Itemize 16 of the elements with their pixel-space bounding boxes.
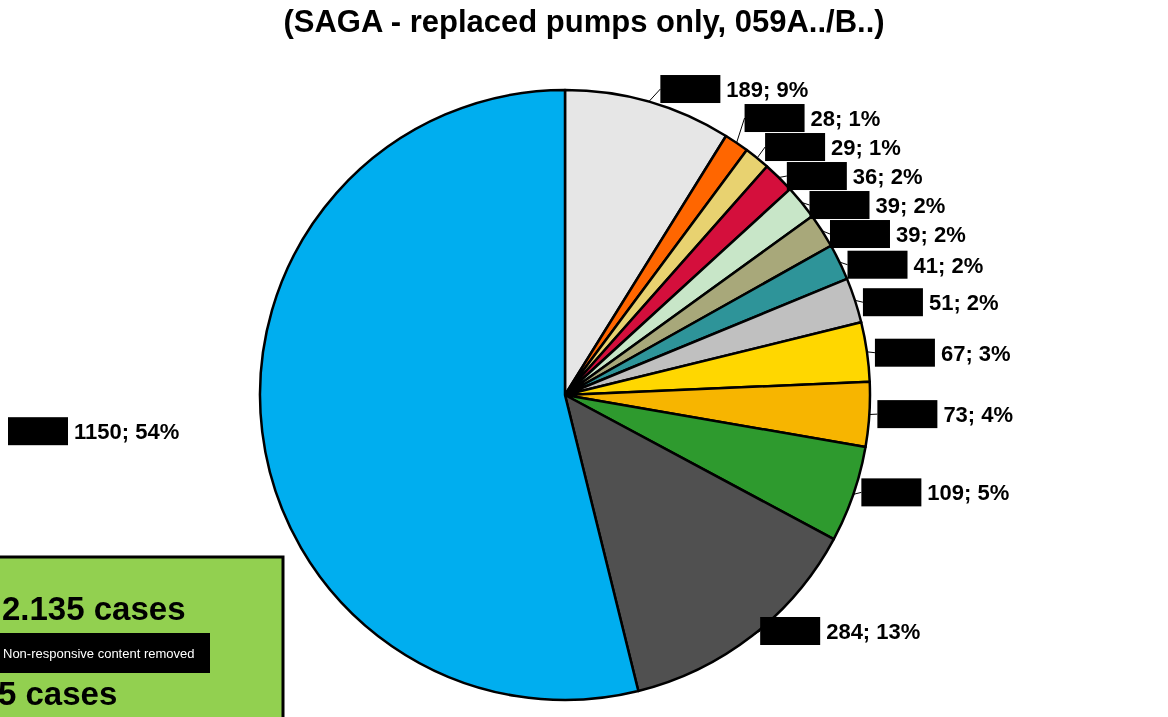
data-label: 1150; 54% [74, 419, 180, 445]
data-label: 29; 1% [831, 135, 901, 161]
chart-title: (SAGA - replaced pumps only, 059A../B..) [283, 4, 885, 39]
text: 2.135 cases [2, 590, 186, 627]
data-label: 41; 2% [913, 252, 984, 278]
data-label: 67; 3% [940, 340, 1011, 366]
data-label: 189; 9% [726, 77, 809, 103]
data-label: 39; 2% [875, 193, 946, 219]
data-label: 284; 13% [826, 619, 921, 644]
data-label: 51; 2% [928, 290, 999, 316]
redaction-box: Non-responsive content removed [0, 633, 210, 673]
data-label: 28; 1% [810, 106, 881, 132]
data-label: 39; 2% [895, 222, 966, 248]
data-label: 36; 2% [852, 164, 923, 190]
data-label: 73; 4% [943, 402, 1014, 428]
data-label: 109; 5% [927, 480, 1010, 506]
